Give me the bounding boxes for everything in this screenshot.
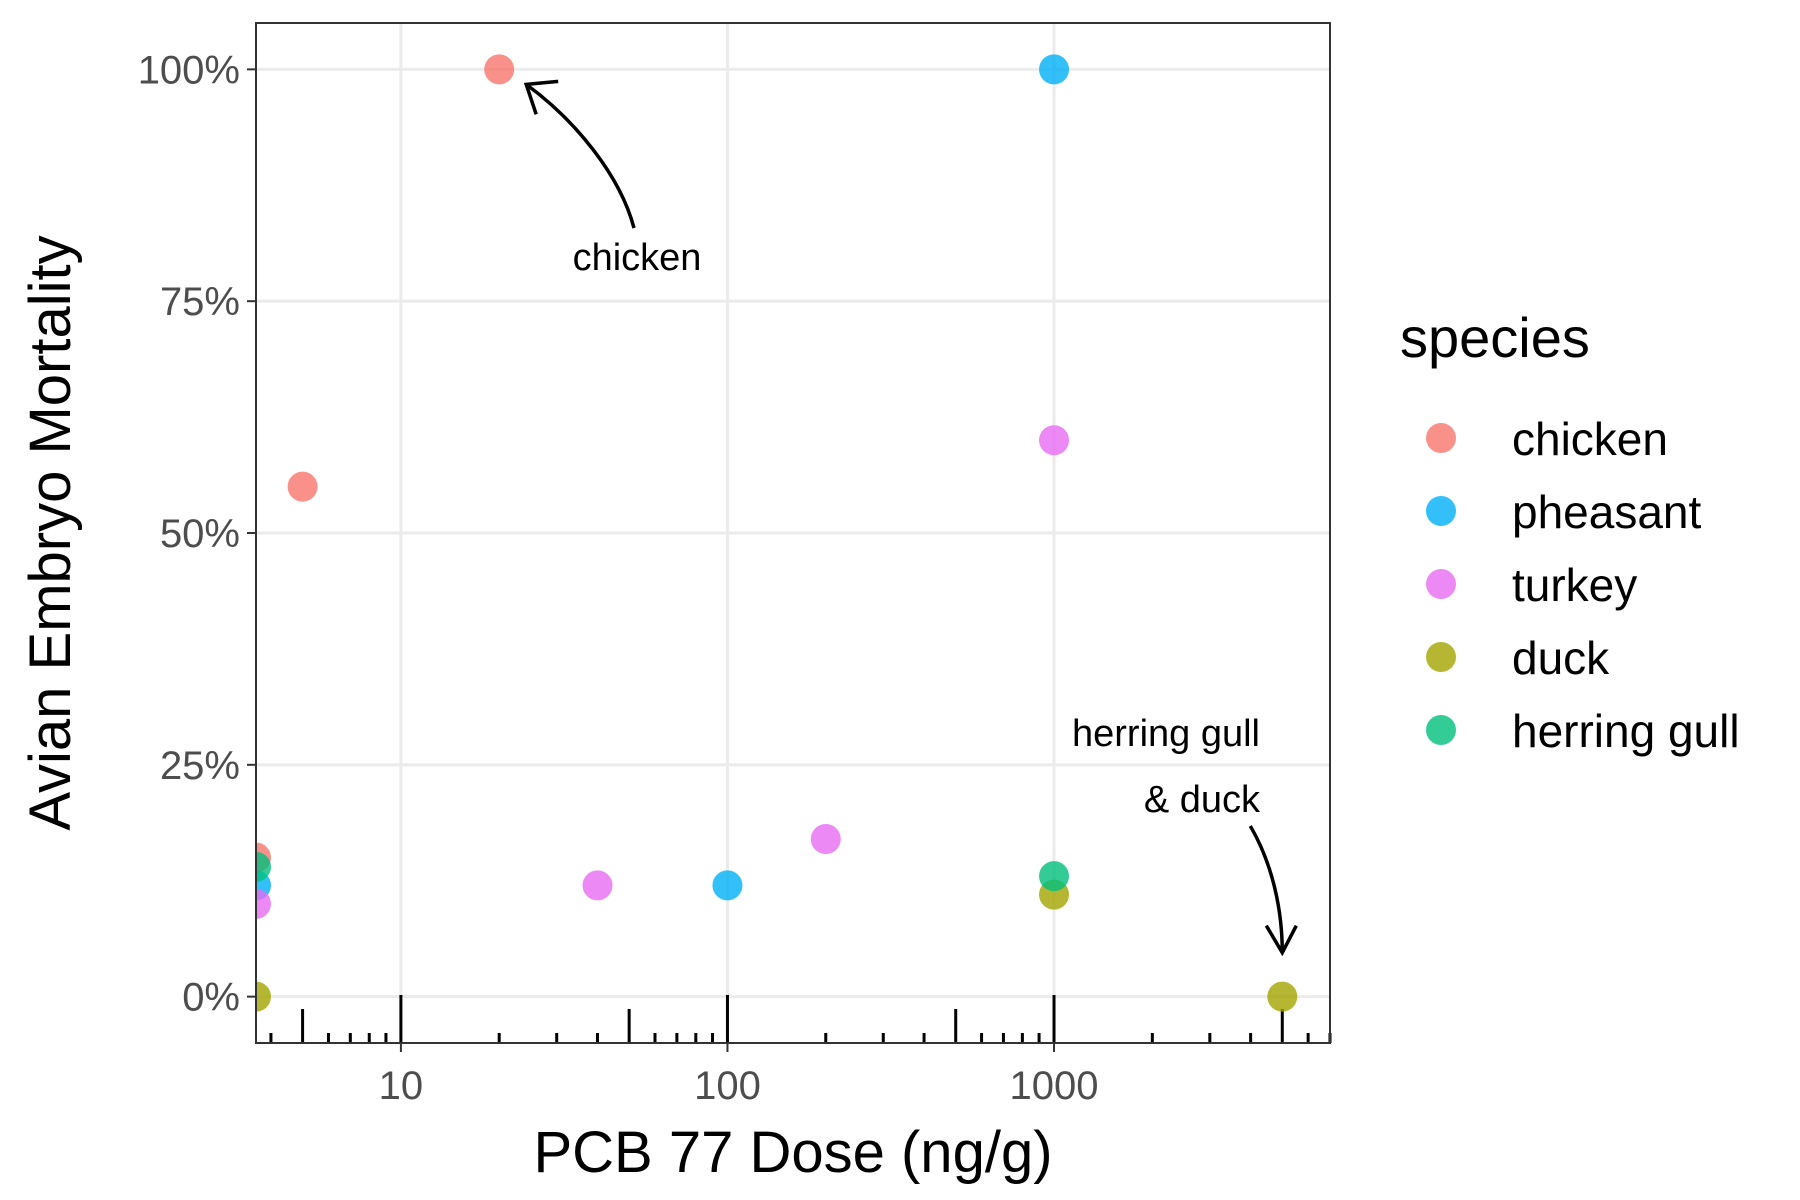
legend-key-herring-gull xyxy=(1426,715,1456,745)
annotation-gull-duck-arrowhead xyxy=(1264,924,1298,957)
point-turkey xyxy=(810,824,841,854)
annotation-chicken-label: chicken xyxy=(573,237,702,279)
annotations: chicken herring gull & duck xyxy=(523,79,1298,957)
legend-key-pheasant xyxy=(1426,496,1456,526)
x-tick-label: 100 xyxy=(694,1064,761,1108)
point-turkey xyxy=(582,870,613,901)
legend: species chicken pheasant turkey duck herring… xyxy=(1400,306,1740,757)
point-chicken xyxy=(287,471,318,502)
y-tick-label: 25% xyxy=(160,744,240,788)
x-axis: 10 100 1000 xyxy=(379,1043,1099,1108)
annotation-chicken-arrowhead xyxy=(523,79,559,115)
y-tick-label: 75% xyxy=(160,280,240,324)
point-herring-gull xyxy=(256,851,271,882)
legend-key-turkey xyxy=(1426,569,1456,599)
point-duck xyxy=(1267,981,1298,1012)
legend-title: species xyxy=(1400,306,1590,369)
legend-key-duck xyxy=(1426,642,1456,672)
point-turkey xyxy=(256,888,271,919)
x-axis-title: PCB 77 Dose (ng/g) xyxy=(533,1120,1052,1185)
y-axis: 0% 25% 50% 75% 100% xyxy=(138,48,256,1020)
legend-label-pheasant: pheasant xyxy=(1512,486,1701,538)
point-herring-gull xyxy=(1039,861,1070,892)
legend-label-turkey: turkey xyxy=(1512,559,1637,611)
annotation-gull-duck-label: & duck xyxy=(1144,779,1261,821)
point-turkey xyxy=(1039,425,1070,456)
annotation-gull-duck-arrow xyxy=(1248,825,1285,953)
x-tick-label: 1000 xyxy=(1010,1064,1099,1108)
point-duck xyxy=(256,981,271,1012)
x-tick-label: 10 xyxy=(379,1064,424,1108)
legend-label-chicken: chicken xyxy=(1512,413,1668,465)
legend-label-duck: duck xyxy=(1512,632,1610,684)
point-pheasant xyxy=(1039,54,1070,85)
legend-label-herring-gull: herring gull xyxy=(1512,705,1740,757)
y-tick-label: 100% xyxy=(138,48,240,92)
legend-key-chicken xyxy=(1426,423,1456,453)
annotation-chicken-arrow xyxy=(525,82,636,229)
y-tick-label: 0% xyxy=(182,976,240,1020)
rug-ticks xyxy=(269,995,1332,1043)
data-points xyxy=(256,54,1298,1012)
y-tick-label: 50% xyxy=(160,512,240,556)
point-chicken xyxy=(484,54,515,85)
annotation-gull-duck-label: herring gull xyxy=(1072,713,1260,755)
point-pheasant xyxy=(712,870,743,901)
y-axis-title: Avian Embryo Mortality xyxy=(18,235,83,830)
